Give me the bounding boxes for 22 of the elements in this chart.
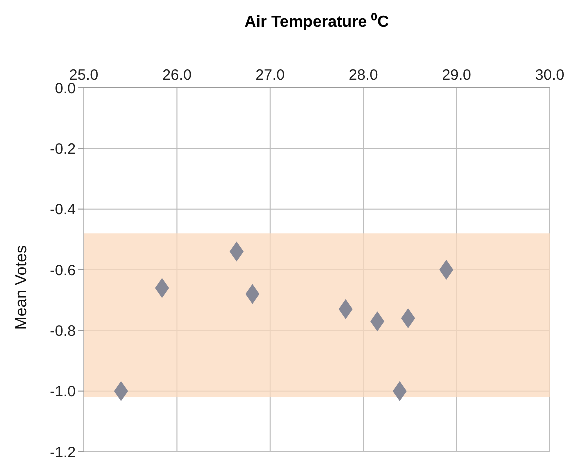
point [155, 278, 170, 298]
x-tick-label: 27.0 [256, 67, 285, 84]
x-tick-label: 30.0 [535, 67, 565, 84]
x-tick-label: 26.0 [162, 67, 192, 84]
y-axis-title: Mean Votes [14, 246, 31, 330]
point [338, 299, 353, 320]
y-tick-label: -0.4 [50, 202, 76, 219]
point [401, 308, 416, 329]
point [114, 381, 128, 402]
y-tick-label: -0.8 [50, 322, 76, 340]
x-axis-title: Air Temperature ⁰C [244, 12, 390, 33]
x-tick-label: 29.0 [442, 67, 472, 84]
y-tick-label: -0.2 [50, 140, 76, 158]
point [392, 381, 407, 402]
point [246, 284, 260, 304]
y-tick-label: -1.2 [50, 444, 76, 462]
y-tick-label: -1.0 [50, 384, 76, 401]
y-tick-label: -0.6 [50, 262, 76, 280]
point [230, 242, 244, 262]
point [370, 312, 385, 332]
x-tick-label: 28.0 [349, 67, 378, 84]
point [440, 260, 454, 280]
